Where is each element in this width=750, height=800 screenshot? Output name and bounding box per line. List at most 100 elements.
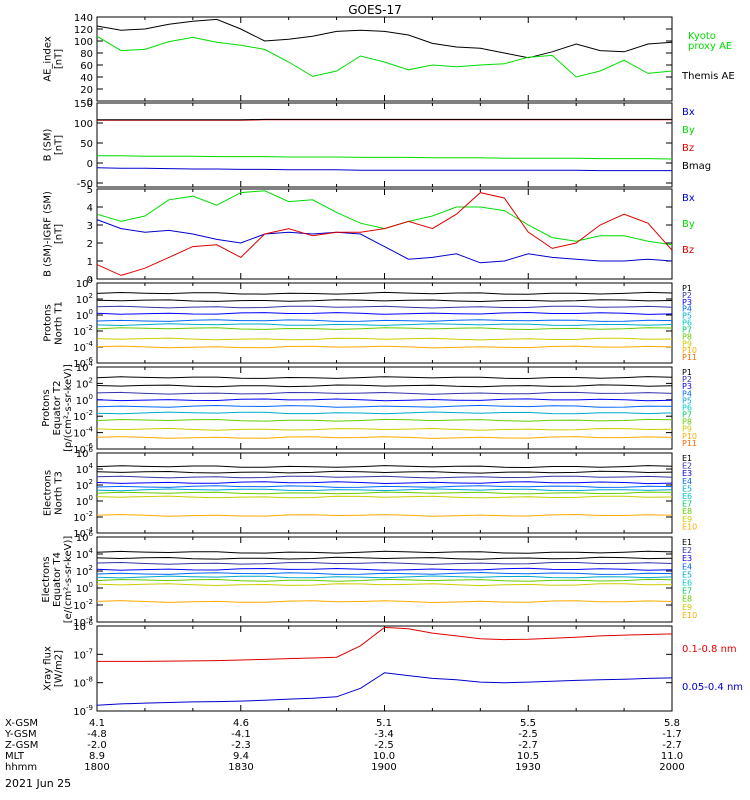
x-row-value: 10.0: [373, 751, 395, 762]
channel-line: [96, 418, 673, 422]
y-tick-exponent: -2: [86, 510, 93, 518]
legend-item: Bmag: [682, 161, 711, 172]
legend-item: P11: [682, 353, 697, 362]
y-tick-exponent: -7: [86, 647, 93, 655]
y-tick-exponent: -4: [86, 426, 94, 434]
y-axis-label: [p/(cm²-s-sr-keV)]: [63, 364, 74, 452]
x-row-value: -2.0: [87, 740, 107, 751]
x-row-value: 8.9: [89, 751, 105, 762]
channel-line: [96, 600, 673, 604]
y-tick-label: 102: [76, 478, 93, 492]
series-line-by: [97, 155, 673, 160]
y-axis-label: [nT]: [54, 49, 65, 69]
panel-frame: [96, 282, 673, 364]
channel-line: [96, 337, 673, 341]
legend-item: 0.1-0.8 nm: [682, 644, 737, 655]
legend-item: P9: [682, 339, 692, 348]
legend-item: P7: [682, 411, 692, 420]
x-row-value: 4.6: [233, 718, 249, 729]
legend-item: Bz: [682, 143, 694, 154]
y-tick-label: 3: [87, 221, 93, 232]
legend-item: P4: [682, 389, 692, 398]
y-tick-label: -50: [77, 179, 93, 190]
y-axis-label: North T3: [54, 471, 65, 515]
x-row-label: Z-GSM: [5, 740, 38, 751]
channel-line: [96, 404, 673, 408]
channel-line: [96, 291, 673, 295]
legend-item: E4: [682, 477, 692, 486]
legend-item: P10: [682, 432, 697, 441]
y-tick-exponent: -2: [86, 324, 93, 332]
x-row-value: 4.1: [89, 718, 105, 729]
channel-line: [96, 376, 673, 380]
legend-item: E8: [682, 595, 692, 604]
y-axis-label: Equator T4: [52, 552, 63, 607]
series-line-bx: [96, 219, 673, 264]
y-tick-label: 104: [76, 462, 94, 476]
y-tick-label: 104: [76, 547, 94, 561]
y-tick-label: 4: [87, 203, 93, 214]
y-tick-label: 10-9: [73, 704, 93, 718]
y-tick-label: 20: [80, 85, 93, 96]
date-label: 2021 Jun 25: [5, 777, 71, 790]
legend-item: E10: [682, 522, 697, 531]
channel-line: [96, 475, 673, 479]
y-tick-label: 100: [74, 37, 93, 48]
y-tick-exponent: 0: [89, 494, 93, 502]
legend-item: E4: [682, 562, 692, 571]
legend-item: P10: [682, 346, 697, 355]
y-tick-exponent: 2: [89, 376, 93, 384]
legend-item: E8: [682, 507, 692, 516]
channel-line: [96, 391, 673, 395]
legend-item: Kyoto: [688, 31, 716, 42]
y-tick-label: 104: [76, 360, 94, 374]
y-tick-label: 5: [87, 185, 93, 196]
y-tick-label: 100: [76, 308, 93, 322]
channel-line: [96, 436, 673, 439]
channel-line: [96, 550, 673, 554]
series-line-by: [96, 190, 673, 246]
legend-item: E1: [682, 454, 692, 463]
channel-line: [96, 491, 673, 495]
legend-item: Bx: [682, 193, 695, 204]
channel-line: [96, 567, 673, 571]
y-tick-label: 102: [76, 564, 93, 578]
x-row-value: 11.0: [661, 751, 683, 762]
y-tick-exponent: 0: [89, 581, 93, 589]
channel-line: [96, 465, 673, 469]
x-row-value: -2.7: [662, 740, 682, 751]
y-tick-exponent: -6: [86, 356, 94, 364]
y-axis-label: [nT]: [54, 135, 65, 155]
legend-item: P2: [682, 291, 692, 300]
x-row-value: 9.4: [233, 751, 249, 762]
x-row-label: Y-GSM: [4, 729, 37, 740]
panel-frame: [96, 16, 673, 102]
x-row-value: -1.7: [662, 729, 682, 740]
legend-item: E5: [682, 484, 692, 493]
y-tick-exponent: 4: [89, 547, 94, 555]
y-axis-label: Equator T2: [52, 381, 63, 436]
legend-item: E10: [682, 611, 697, 620]
legend-item: By: [682, 125, 695, 136]
y-tick-label: 100: [76, 494, 93, 508]
y-tick-label: 60: [80, 61, 93, 72]
series-line-0-05-0-4-nm: [96, 672, 673, 706]
legend-item: E3: [682, 554, 692, 563]
channel-line: [96, 481, 673, 485]
y-tick-exponent: 4: [89, 360, 94, 368]
y-axis-label: Xray flux: [43, 646, 54, 691]
y-tick-label: 106: [76, 446, 94, 460]
legend-item: P9: [682, 425, 692, 434]
y-axis-label: [W/m2]: [54, 650, 65, 687]
x-row-value: -2.7: [518, 740, 538, 751]
y-axis-label: [nT]: [54, 224, 65, 244]
channel-line: [96, 488, 673, 492]
y-tick-exponent: 4: [89, 462, 94, 470]
channel-line: [96, 384, 673, 388]
y-tick-label: 10-6: [73, 619, 93, 633]
y-tick-label: 0: [87, 275, 93, 286]
x-row-label: X-GSM: [5, 718, 38, 729]
y-tick-exponent: 2: [89, 292, 93, 300]
